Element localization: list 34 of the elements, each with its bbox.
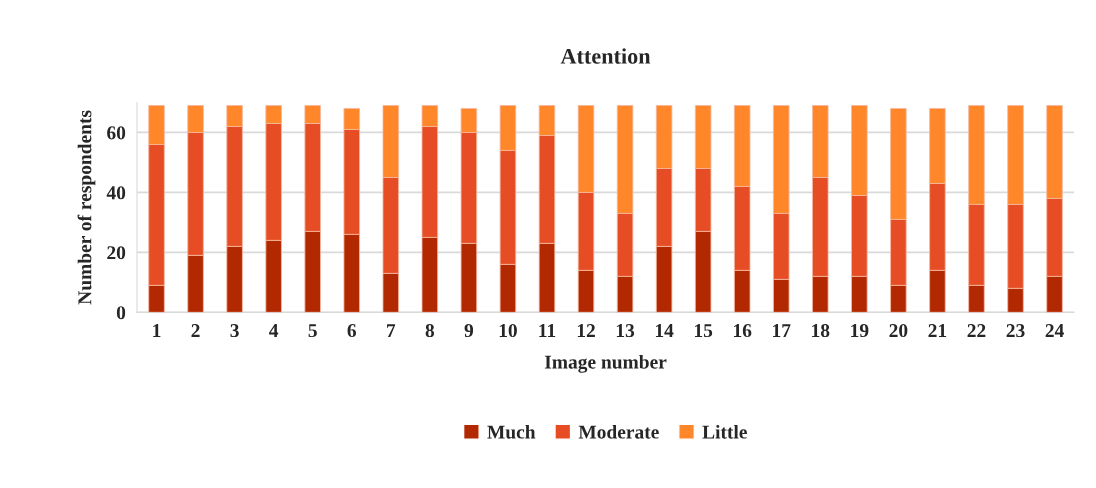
x-tick-label: 8: [425, 323, 435, 338]
legend-label: Little: [702, 424, 747, 439]
y-tick-label: 20: [107, 246, 126, 260]
x-tick-label: 13: [616, 324, 635, 338]
x-tick-label: 24: [1045, 324, 1064, 337]
x-tick-label: 1: [153, 324, 161, 337]
x-tick-label: 19: [851, 324, 869, 338]
x-tick-label: 23: [1006, 324, 1025, 338]
x-tick-label: 10: [499, 323, 517, 338]
x-tick-label: 22: [967, 324, 986, 337]
x-tick-label: 20: [889, 323, 908, 338]
y-tick-label: 0: [116, 306, 126, 320]
x-axis-title: Image number: [544, 354, 667, 373]
x-tick-label: 17: [773, 324, 791, 337]
x-tick-label: 12: [577, 324, 595, 337]
x-tick-label: 6: [347, 324, 357, 338]
y-tick-label: 60: [107, 126, 126, 140]
legend-label: Much: [487, 424, 536, 439]
y-tick-label: 40: [106, 186, 126, 200]
x-tick-label: 16: [734, 324, 752, 338]
x-tick-label: 7: [387, 324, 396, 337]
chart-title: Attention: [560, 48, 651, 64]
x-tick-label: 14: [655, 324, 674, 337]
x-tick-label: 18: [812, 323, 830, 338]
legend-label: Moderate: [578, 424, 659, 439]
x-tick-label: 3: [230, 324, 239, 338]
x-tick-label: 5: [308, 324, 317, 338]
x-tick-label: 9: [464, 324, 474, 338]
x-tick-label: 15: [694, 324, 713, 338]
x-tick-label: 21: [928, 324, 947, 337]
x-tick-label: 11: [539, 324, 556, 337]
x-tick-label: 2: [191, 324, 200, 337]
x-tick-label: 4: [269, 324, 279, 337]
y-axis-title: Number of respondents: [77, 110, 96, 305]
